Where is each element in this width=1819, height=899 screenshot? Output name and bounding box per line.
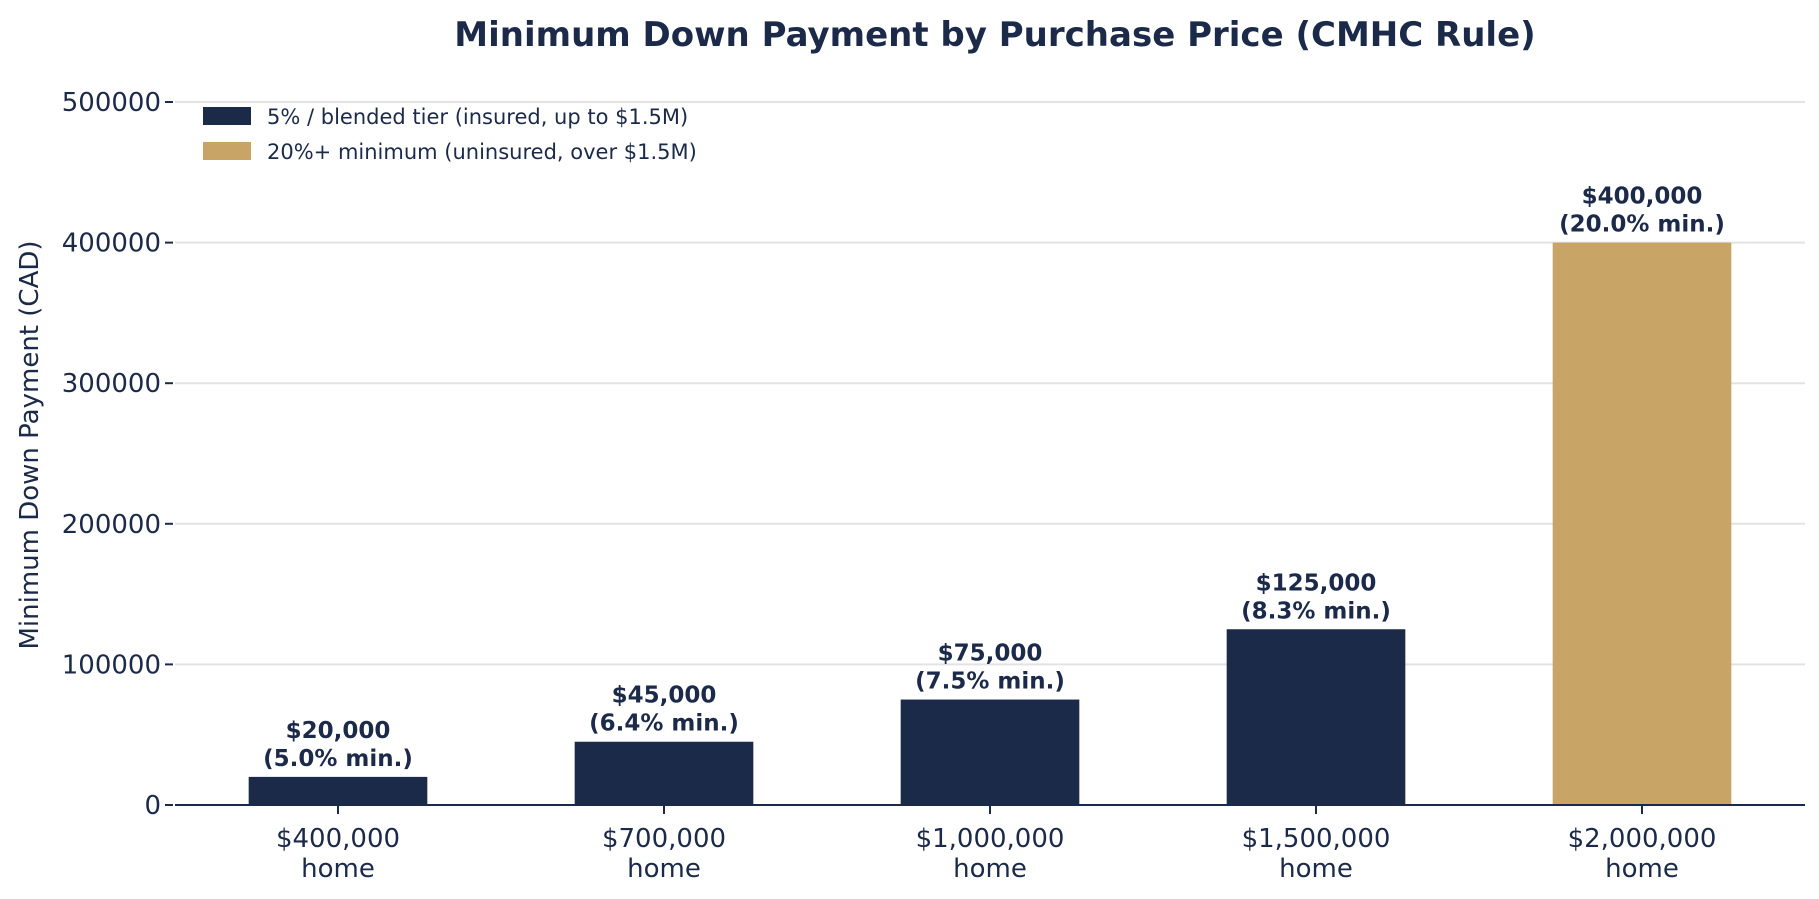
x-tick-label: $400,000 home <box>276 824 400 884</box>
x-tick-label: $700,000 home <box>602 824 726 884</box>
data-label: $125,000 (8.3% min.) <box>1241 570 1391 624</box>
bars <box>248 242 1732 806</box>
data-label: $400,000 (20.0% min.) <box>1559 184 1725 238</box>
bar <box>1226 629 1406 805</box>
bar <box>574 741 754 805</box>
gridlines <box>175 101 1805 666</box>
y-tick-label: 500000 <box>62 88 161 118</box>
y-tick-label: 0 <box>144 791 161 821</box>
x-tick-label: $1,000,000 home <box>916 824 1065 884</box>
data-labels: $20,000 (5.0% min.) $45,000 (6.4% min.) $75,… <box>263 184 1725 772</box>
y-tick-label: 300000 <box>62 369 161 399</box>
y-tick-label: 100000 <box>62 650 161 680</box>
legend-entry: 20%+ minimum (uninsured, over $1.5M) <box>267 140 697 164</box>
bar <box>900 699 1080 805</box>
chart-title: Minimum Down Payment by Purchase Price (… <box>454 15 1535 55</box>
legend-entry: 5% / blended tier (insured, up to $1.5M) <box>267 105 688 129</box>
data-label: $75,000 (7.5% min.) <box>915 641 1065 695</box>
legend-swatch <box>203 142 251 160</box>
bar <box>1552 242 1732 806</box>
axes: 0 100000 200000 300000 400000 500000 $400,000 h… <box>62 88 1805 884</box>
y-tick-label: 200000 <box>62 510 161 540</box>
y-tick-label: 400000 <box>62 229 161 259</box>
data-label: $45,000 (6.4% min.) <box>589 683 739 737</box>
y-axis-label: Minimum Down Payment (CAD) <box>15 240 45 649</box>
x-tick-label: $1,500,000 home <box>1242 824 1391 884</box>
legend-swatch <box>203 107 251 125</box>
legend: 5% / blended tier (insured, up to $1.5M)… <box>203 105 697 164</box>
bar <box>248 776 428 805</box>
data-label: $20,000 (5.0% min.) <box>263 718 413 772</box>
x-tick-label: $2,000,000 home <box>1568 824 1717 884</box>
